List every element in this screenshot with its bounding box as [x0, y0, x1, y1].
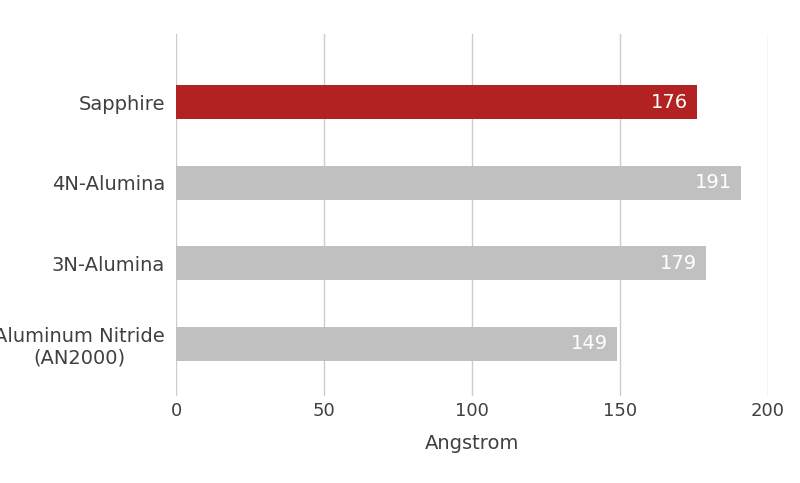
Text: 191: 191	[695, 173, 733, 192]
Bar	[176, 246, 706, 280]
Text: 176: 176	[651, 93, 688, 112]
Bar	[176, 85, 697, 119]
Text: 149: 149	[571, 334, 608, 353]
Bar	[176, 327, 617, 361]
X-axis label: Angstrom: Angstrom	[425, 434, 519, 453]
Bar	[176, 166, 742, 199]
Text: 179: 179	[660, 254, 697, 273]
